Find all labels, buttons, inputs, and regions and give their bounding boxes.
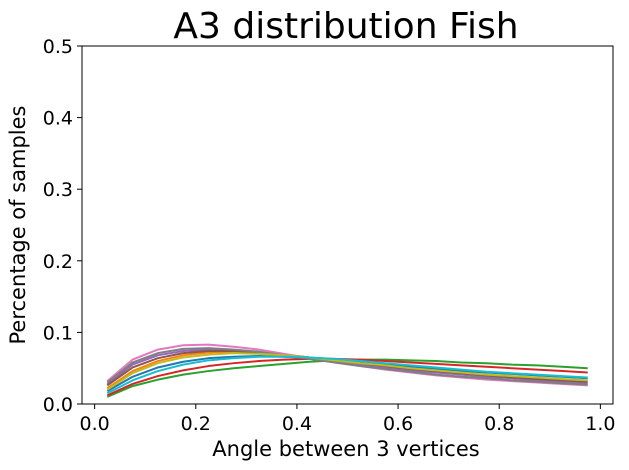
y-axis-ticks: 0.0 0.1 0.2 0.3 0.4 0.5: [43, 36, 82, 416]
series-line-8: [106, 347, 588, 386]
series-layer: [106, 343, 588, 398]
y-tick-label: 0.4: [43, 108, 73, 130]
y-tick-label: 0.0: [43, 394, 73, 416]
chart-title: A3 distribution Fish: [173, 6, 518, 47]
y-axis-label: Percentage of samples: [6, 105, 30, 344]
y-tick-label: 0.3: [43, 179, 73, 201]
x-axis-label: Angle between 3 vertices: [212, 437, 479, 461]
y-tick-label: 0.2: [43, 251, 73, 273]
series-line-10: [106, 355, 588, 395]
plot-frame: [81, 45, 614, 405]
x-tick-label: 0.4: [282, 413, 312, 435]
x-tick-label: 0.6: [383, 413, 413, 435]
y-tick-label: 0.5: [43, 36, 73, 58]
x-tick-label: 0.8: [484, 413, 514, 435]
x-tick-label: 0.0: [80, 413, 110, 435]
x-tick-label: 0.2: [181, 413, 211, 435]
y-tick-label: 0.1: [43, 322, 73, 344]
x-tick-label: 1.0: [585, 413, 615, 435]
series-line-2: [106, 350, 588, 390]
x-axis-ticks: 0.0 0.2 0.4 0.6 0.8 1.0: [80, 404, 615, 435]
series-line-9: [106, 352, 588, 391]
